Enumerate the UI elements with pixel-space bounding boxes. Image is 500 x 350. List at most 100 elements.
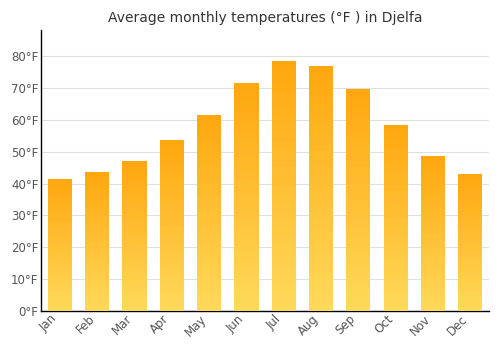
Bar bbox=[309, 268, 333, 274]
Bar bbox=[346, 95, 370, 100]
Bar bbox=[160, 222, 184, 226]
Bar bbox=[346, 106, 370, 112]
Bar bbox=[122, 285, 146, 289]
Bar bbox=[309, 244, 333, 250]
Bar bbox=[421, 296, 445, 300]
Bar bbox=[384, 255, 408, 260]
Bar bbox=[458, 212, 482, 215]
Bar bbox=[48, 295, 72, 298]
Bar bbox=[122, 251, 146, 255]
Bar bbox=[309, 299, 333, 305]
Bar bbox=[309, 145, 333, 152]
Bar bbox=[309, 225, 333, 231]
Bar bbox=[421, 218, 445, 222]
Bar bbox=[122, 255, 146, 259]
Bar bbox=[272, 61, 296, 67]
Bar bbox=[160, 247, 184, 251]
Bar bbox=[85, 290, 110, 294]
Bar bbox=[48, 308, 72, 311]
Bar bbox=[272, 67, 296, 73]
Bar bbox=[197, 139, 221, 144]
Bar bbox=[160, 217, 184, 222]
Bar bbox=[48, 281, 72, 285]
Bar bbox=[458, 253, 482, 256]
Bar bbox=[234, 146, 258, 152]
Bar bbox=[309, 102, 333, 108]
Bar bbox=[234, 197, 258, 203]
Bar bbox=[197, 282, 221, 287]
Bar bbox=[160, 294, 184, 298]
Bar bbox=[458, 243, 482, 246]
Bar bbox=[458, 208, 482, 212]
Bar bbox=[384, 171, 408, 176]
Bar bbox=[85, 190, 110, 193]
Bar bbox=[384, 129, 408, 134]
Bar bbox=[48, 265, 72, 268]
Bar bbox=[309, 108, 333, 115]
Bar bbox=[122, 292, 146, 296]
Bar bbox=[384, 185, 408, 190]
Bar bbox=[85, 238, 110, 242]
Bar bbox=[234, 117, 258, 123]
Bar bbox=[160, 230, 184, 234]
Bar bbox=[384, 199, 408, 204]
Bar bbox=[48, 209, 72, 212]
Bar bbox=[85, 183, 110, 186]
Bar bbox=[346, 139, 370, 145]
Bar bbox=[122, 225, 146, 229]
Bar bbox=[384, 241, 408, 246]
Bar bbox=[458, 184, 482, 188]
Bar bbox=[234, 209, 258, 214]
Bar bbox=[458, 301, 482, 304]
Bar bbox=[346, 294, 370, 300]
Bar bbox=[122, 289, 146, 292]
Bar bbox=[458, 177, 482, 181]
Bar bbox=[421, 307, 445, 311]
Bar bbox=[234, 100, 258, 106]
Bar bbox=[346, 222, 370, 228]
Bar bbox=[85, 235, 110, 238]
Bar bbox=[309, 176, 333, 182]
Bar bbox=[160, 179, 184, 183]
Bar bbox=[85, 172, 110, 176]
Bar bbox=[48, 215, 72, 218]
Bar bbox=[85, 280, 110, 284]
Bar bbox=[160, 145, 184, 149]
Bar bbox=[85, 301, 110, 304]
Bar bbox=[197, 134, 221, 139]
Bar bbox=[346, 228, 370, 233]
Bar bbox=[122, 259, 146, 262]
Bar bbox=[85, 256, 110, 259]
Bar bbox=[197, 292, 221, 296]
Bar bbox=[197, 243, 221, 247]
Bar bbox=[85, 266, 110, 270]
Bar bbox=[384, 162, 408, 167]
Bar bbox=[272, 255, 296, 261]
Bar bbox=[272, 192, 296, 198]
Bar bbox=[160, 273, 184, 277]
Bar bbox=[384, 251, 408, 255]
Bar bbox=[122, 266, 146, 270]
Bar bbox=[458, 188, 482, 191]
Bar bbox=[85, 193, 110, 197]
Bar bbox=[458, 266, 482, 270]
Bar bbox=[421, 230, 445, 234]
Bar bbox=[458, 201, 482, 205]
Bar bbox=[421, 272, 445, 276]
Bar bbox=[384, 176, 408, 181]
Bar bbox=[421, 176, 445, 180]
Bar bbox=[48, 278, 72, 281]
Bar bbox=[234, 203, 258, 209]
Bar bbox=[48, 275, 72, 278]
Bar bbox=[122, 270, 146, 274]
Bar bbox=[309, 127, 333, 133]
Bar bbox=[48, 285, 72, 288]
Bar bbox=[160, 268, 184, 273]
Bar bbox=[309, 188, 333, 195]
Bar bbox=[122, 169, 146, 173]
Bar bbox=[122, 240, 146, 244]
Bar bbox=[48, 241, 72, 245]
Bar bbox=[234, 231, 258, 237]
Bar bbox=[309, 78, 333, 84]
Bar bbox=[48, 202, 72, 205]
